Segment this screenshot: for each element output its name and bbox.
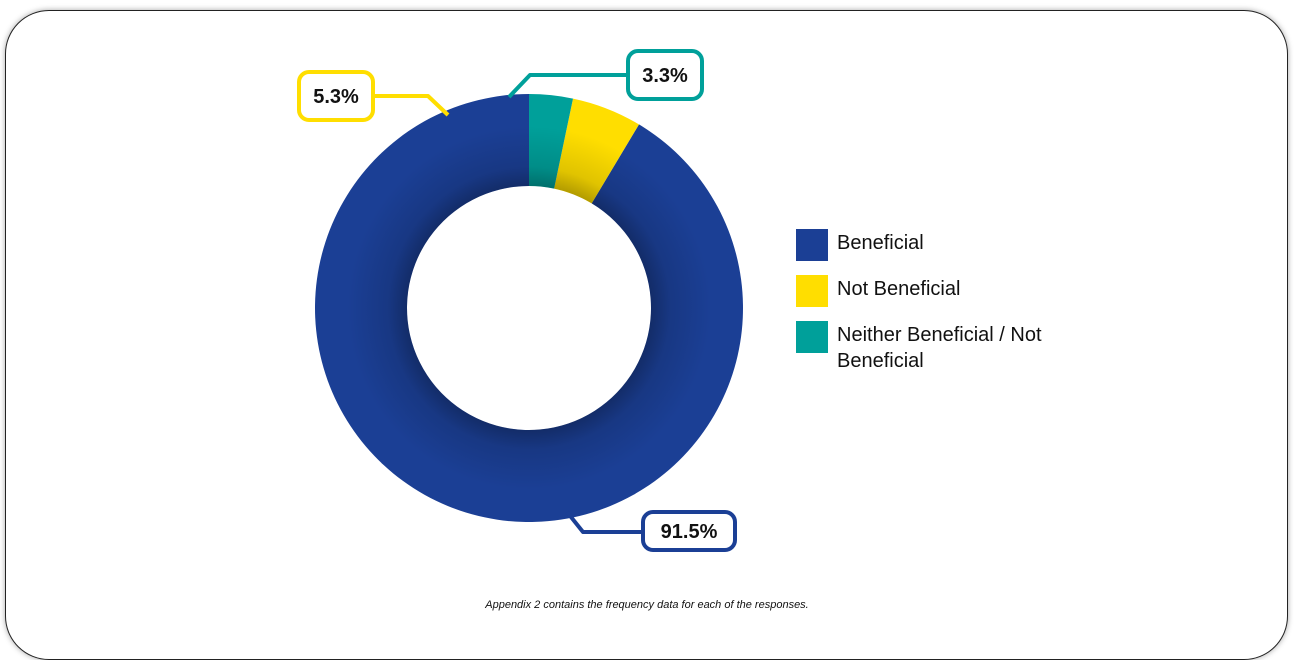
data-label-not-beneficial: 5.3% xyxy=(313,86,359,108)
data-labels: 91.5% 5.3% 3.3% xyxy=(297,49,737,552)
data-label-neither: 3.3% xyxy=(642,65,688,87)
data-label-beneficial: 91.5% xyxy=(661,521,718,543)
ring-shading xyxy=(315,94,743,522)
legend-swatch-not-beneficial xyxy=(796,275,828,307)
legend-item-beneficial: Beneficial xyxy=(796,229,1057,261)
legend-label-beneficial: Beneficial xyxy=(837,232,924,254)
leader-line-not-beneficial xyxy=(373,94,450,117)
legend-label-not-beneficial: Not Beneficial xyxy=(837,278,961,300)
footnote: Appendix 2 contains the frequency data f… xyxy=(485,599,809,611)
label-box-beneficial xyxy=(641,510,737,552)
chart-frame xyxy=(5,10,1288,660)
leader-line-neither xyxy=(507,73,628,99)
label-box-neither xyxy=(626,49,704,101)
legend-swatch-beneficial xyxy=(796,229,828,261)
donut-chart: 91.5% 5.3% 3.3% xyxy=(297,49,743,552)
label-box-not-beneficial xyxy=(297,70,375,122)
legend-label-neither: Neither Beneficial / Not Beneficial xyxy=(837,324,1042,372)
legend-swatch-neither xyxy=(796,321,828,353)
legend-item-not-beneficial: Not Beneficial xyxy=(796,275,1057,307)
legend: Beneficial Not Beneficial Neither Benefi… xyxy=(796,229,1057,388)
leader-line-beneficial xyxy=(565,510,643,534)
legend-item-neither: Neither Beneficial / Not Beneficial xyxy=(796,321,1057,374)
